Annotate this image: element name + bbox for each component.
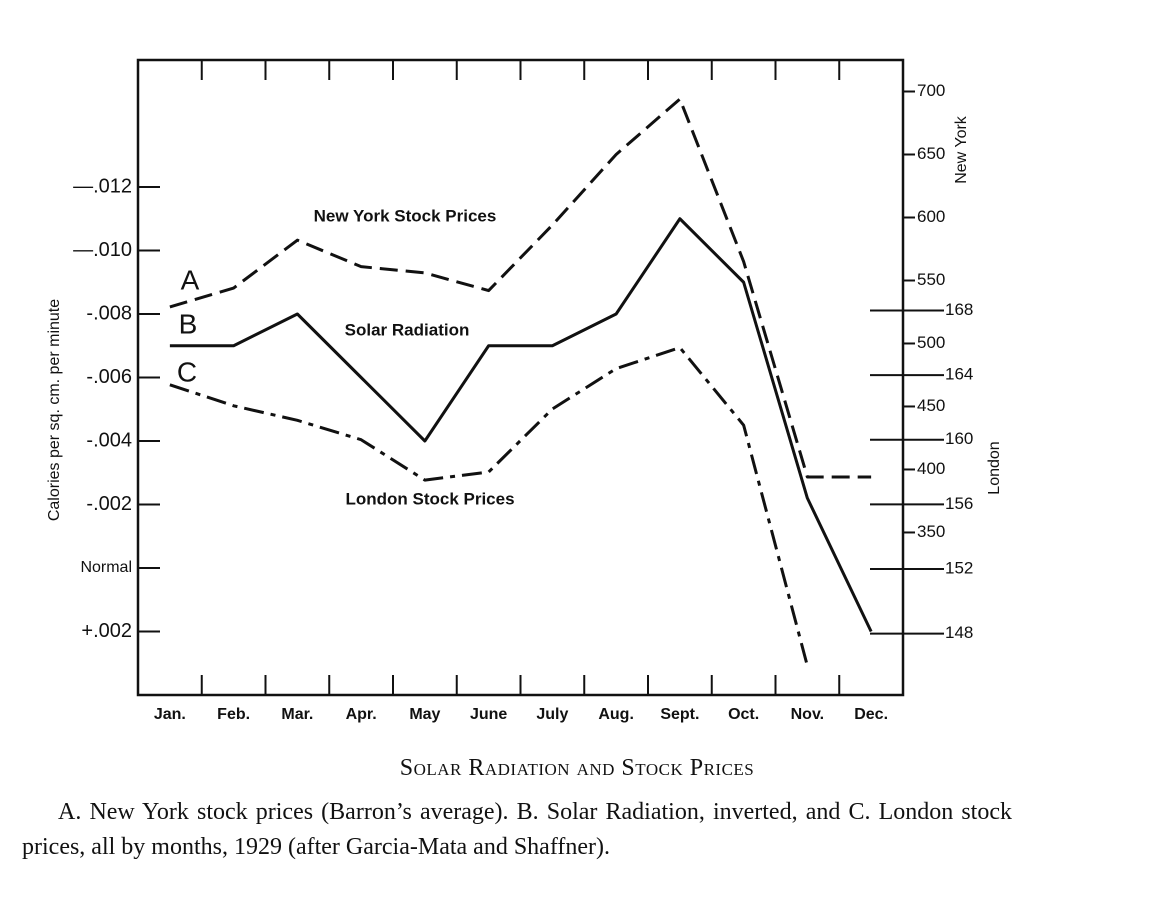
y2-tick-label: 700 (917, 81, 945, 100)
y3-tick-label: 156 (945, 494, 973, 513)
x-tick-label: Mar. (281, 706, 313, 723)
y-tick-label: -.002 (86, 493, 132, 515)
y3-tick-label: 168 (945, 300, 973, 319)
x-tick-label: June (470, 706, 507, 723)
y2-tick-label: 500 (917, 333, 945, 352)
y2-tick-label: 350 (917, 522, 945, 541)
y-tick-label: -.008 (86, 302, 132, 324)
y-tick-label: —.012 (73, 175, 132, 197)
x-tick-label: Apr. (346, 706, 377, 723)
x-tick-label: July (536, 706, 568, 723)
y-axis-title: Calories per sq. cm. per minute (46, 299, 63, 521)
chart: Calories per sq. cm. per minute New York… (46, 58, 1003, 723)
series-line (169, 97, 872, 479)
plot-frame (136, 58, 905, 697)
y-tick-label: +.002 (81, 620, 132, 642)
y-tick-label: -.004 (86, 429, 132, 451)
x-tick-label: Jan. (154, 706, 186, 723)
y3-axis-title: London (986, 441, 1003, 494)
x-tick-label: Oct. (728, 706, 759, 723)
y3-tick-label: 160 (945, 429, 973, 448)
x-tick-label: Aug. (598, 706, 634, 723)
y3-tick-label: 164 (945, 365, 973, 384)
y2-tick-label: 400 (917, 459, 945, 478)
x-tick-label: Nov. (791, 706, 824, 723)
y-tick-label: Normal (80, 559, 132, 576)
figure-title: Solar Radiation and Stock Prices (399, 755, 755, 781)
y2-tick-label: 650 (917, 144, 945, 163)
series-label: New York Stock Prices (314, 206, 497, 225)
series-letter: B (179, 308, 198, 339)
series-line (169, 217, 873, 633)
y3-tick-label: 148 (945, 623, 973, 642)
y2-tick-label: 600 (917, 207, 945, 226)
series-label: Solar Radiation (345, 320, 470, 339)
x-tick-label: Dec. (854, 706, 888, 723)
y2-tick-label: 550 (917, 270, 945, 289)
series-letter: A (181, 264, 200, 295)
series-letter: C (177, 356, 197, 387)
y-tick-label: —.010 (73, 239, 132, 261)
y-tick-label: -.006 (86, 366, 132, 388)
figure-caption: A. New York stock prices (Barron’s avera… (22, 799, 1012, 860)
y2-tick-label: 450 (917, 396, 945, 415)
y2-axis-title: New York (953, 115, 970, 184)
x-tick-label: Feb. (217, 706, 250, 723)
x-tick-label: May (409, 706, 440, 723)
series-line (169, 346, 809, 667)
series-label: London Stock Prices (345, 489, 514, 508)
x-tick-label: Sept. (660, 706, 699, 723)
y3-tick-label: 152 (945, 558, 973, 577)
